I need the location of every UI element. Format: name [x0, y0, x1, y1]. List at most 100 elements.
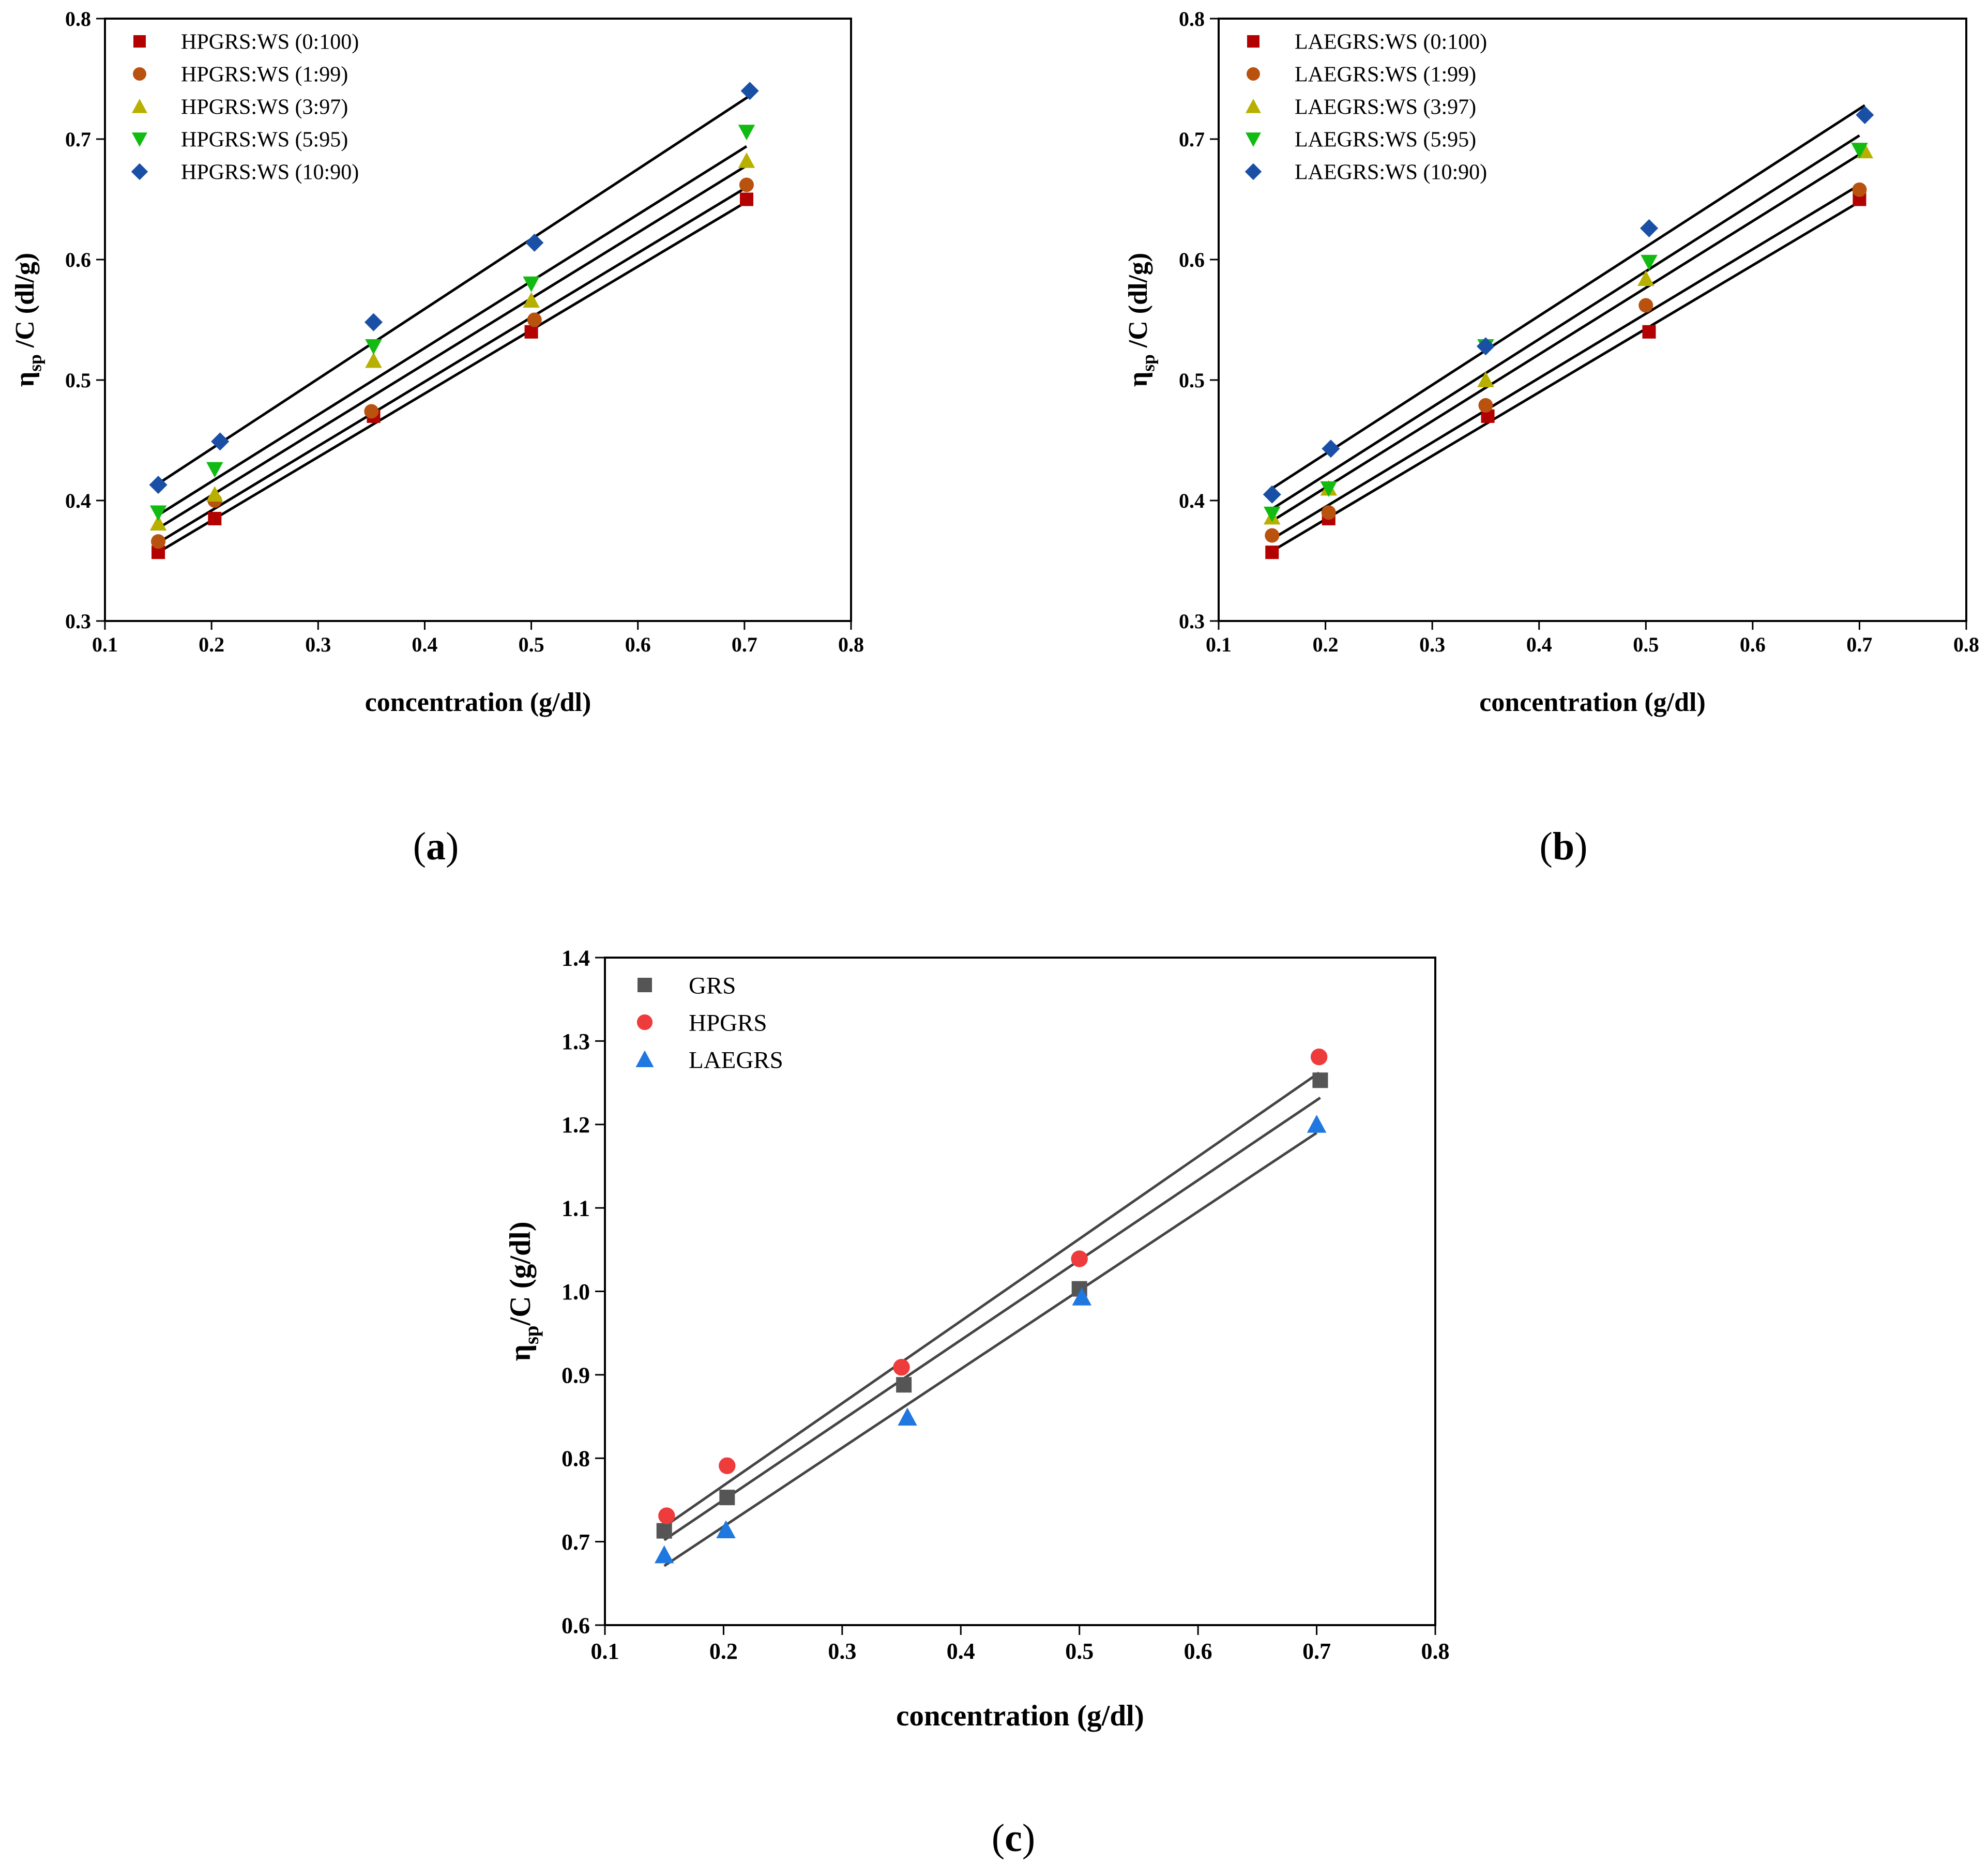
legend-label: HPGRS:WS (0:100) [181, 31, 359, 54]
y-tick-label: 0.5 [1179, 369, 1205, 392]
y-tick-label: 0.8 [562, 1446, 590, 1472]
fit-line [157, 201, 748, 554]
data-point [525, 233, 544, 252]
x-tick-label: 0.1 [92, 633, 118, 656]
fit-line [157, 95, 751, 485]
x-tick-label: 0.5 [519, 633, 544, 656]
y-tick-label: 0.6 [562, 1613, 590, 1638]
data-point [896, 1377, 912, 1393]
y-axis-title: ηsp/C (g/dl) [504, 1221, 543, 1361]
x-tick-label: 0.4 [947, 1639, 975, 1664]
panel-caption-b: (b) [1540, 825, 1588, 868]
y-axis-title: ηsp /C (dl/g) [10, 253, 45, 387]
data-point [739, 192, 753, 206]
fit-line [1271, 184, 1860, 540]
data-point [1856, 105, 1874, 124]
legend-marker [1246, 99, 1261, 113]
data-point [1310, 1048, 1328, 1066]
legend-marker [638, 978, 652, 992]
data-point [1640, 219, 1659, 237]
y-tick-label: 0.3 [1179, 610, 1205, 633]
data-point [719, 1490, 735, 1506]
legend-label: HPGRS:WS (3:97) [181, 96, 348, 119]
y-tick-label: 1.0 [562, 1279, 590, 1305]
x-tick-label: 0.1 [591, 1639, 619, 1664]
data-point [658, 1507, 675, 1524]
legend-label: HPGRS:WS (5:95) [181, 128, 348, 152]
data-point [1851, 143, 1868, 159]
x-axis-title: concentration (g/dl) [1479, 688, 1706, 717]
data-point [1320, 481, 1338, 497]
data-point [1642, 325, 1656, 339]
x-tick-label: 0.5 [1633, 633, 1659, 656]
data-point [893, 1359, 910, 1376]
x-tick-label: 0.7 [732, 633, 757, 656]
data-point [1322, 440, 1340, 458]
x-tick-label: 0.1 [1206, 633, 1232, 656]
legend-label: LAEGRS:WS (10:90) [1295, 161, 1487, 185]
data-point [716, 1520, 736, 1538]
plot-frame [1218, 18, 1967, 622]
y-tick-label: 0.6 [65, 248, 91, 271]
legend-marker [132, 99, 147, 113]
plot-frame [104, 18, 852, 622]
legend-label: HPGRS:WS (1:99) [181, 63, 348, 87]
y-axis-symbol: η [504, 1344, 537, 1361]
x-tick-label: 0.2 [709, 1639, 738, 1664]
fit-line [665, 1071, 1320, 1526]
x-tick-label: 0.6 [625, 633, 651, 656]
data-point [211, 432, 230, 451]
data-point [1638, 298, 1653, 313]
data-point [1312, 1072, 1328, 1088]
x-tick-label: 0.2 [199, 633, 224, 656]
x-axis-title: concentration (g/dl) [896, 1700, 1144, 1732]
legend-label: LAEGRS:WS (3:97) [1295, 96, 1476, 119]
legend-marker [635, 1050, 654, 1067]
y-axis-symbol: η [10, 372, 40, 387]
y-axis-unit: /C (g/dl) [504, 1221, 537, 1326]
data-point [898, 1407, 917, 1426]
legend-label: HPGRS:WS (10:90) [181, 161, 359, 185]
data-point [208, 511, 222, 525]
y-axis-subscript: sp [25, 354, 45, 371]
x-tick-label: 0.4 [1526, 633, 1552, 656]
data-point [523, 276, 540, 292]
data-point [523, 292, 540, 308]
x-tick-label: 0.8 [1421, 1639, 1450, 1664]
data-point [151, 534, 166, 549]
y-tick-label: 0.4 [65, 489, 91, 512]
y-tick-label: 0.3 [65, 610, 91, 633]
y-tick-label: 0.8 [1179, 7, 1205, 31]
legend-marker [1245, 163, 1262, 180]
legend-marker [133, 35, 146, 48]
data-point [364, 313, 383, 331]
data-point [719, 1457, 736, 1474]
legend-marker [1246, 132, 1261, 147]
legend-marker [1247, 35, 1259, 48]
data-point [527, 312, 542, 327]
x-tick-label: 0.2 [1313, 633, 1339, 656]
data-point [1263, 485, 1281, 504]
x-tick-label: 0.8 [1953, 633, 1979, 656]
x-tick-label: 0.4 [412, 633, 437, 656]
data-point [738, 125, 755, 141]
data-point [654, 1545, 674, 1564]
y-tick-label: 0.7 [65, 128, 91, 151]
data-point [1641, 254, 1658, 270]
y-tick-label: 0.5 [65, 369, 91, 392]
legend-label: LAEGRS:WS (0:100) [1295, 31, 1487, 54]
y-tick-label: 0.8 [65, 7, 91, 31]
data-point [1476, 337, 1495, 356]
y-tick-label: 0.9 [562, 1362, 590, 1388]
x-tick-label: 0.8 [838, 633, 864, 656]
data-point [149, 515, 167, 531]
legend-marker [131, 163, 148, 180]
fit-line [1271, 134, 1860, 510]
x-tick-label: 0.7 [1846, 633, 1872, 656]
x-tick-label: 0.3 [828, 1639, 856, 1664]
panel-caption-c: (c) [992, 1816, 1035, 1860]
chart-a: 0.1 0.2 0.3 0.4 0.5 0.6 0.7 0.8 0.3 0.4 0.5 0.6 0.7 0… [10, 7, 864, 717]
y-tick-label: 0.6 [1179, 248, 1205, 271]
legend-label: LAEGRS [689, 1047, 783, 1073]
